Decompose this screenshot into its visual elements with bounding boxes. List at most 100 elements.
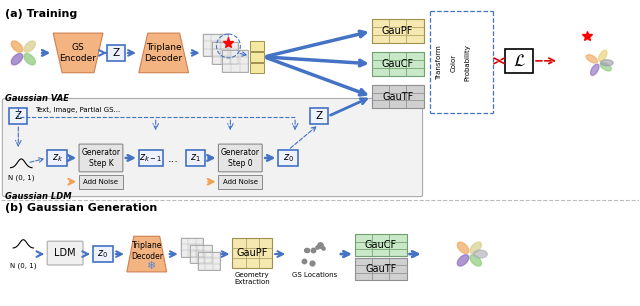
Text: Z: Z (113, 48, 120, 58)
Bar (355, 265, 372, 273)
Text: GauCF: GauCF (381, 59, 413, 69)
Bar (372, 273, 389, 280)
Bar (186, 150, 205, 166)
Text: Generator
Step K: Generator Step K (81, 148, 120, 168)
Text: Z: Z (15, 111, 22, 121)
Bar (372, 60, 389, 68)
Bar (389, 258, 406, 265)
Bar (389, 100, 406, 108)
Bar (259, 248, 272, 258)
Bar (505, 49, 533, 73)
Text: $z_1$: $z_1$ (190, 152, 201, 164)
Text: Z: Z (316, 111, 323, 121)
Bar (406, 100, 424, 108)
Text: (b) Gaussian Generation: (b) Gaussian Generation (5, 203, 157, 213)
Ellipse shape (24, 54, 35, 65)
FancyBboxPatch shape (79, 144, 123, 172)
Text: GauTF: GauTF (382, 91, 413, 102)
Bar (355, 258, 372, 265)
Ellipse shape (24, 41, 35, 52)
Bar (93, 246, 113, 262)
Bar (202, 34, 228, 56)
Bar (389, 265, 406, 273)
Bar (372, 258, 389, 265)
Bar (389, 52, 406, 60)
Text: ❄: ❄ (146, 261, 156, 271)
Bar (372, 68, 389, 76)
Polygon shape (127, 236, 166, 272)
Bar (355, 241, 372, 249)
Bar (218, 175, 262, 189)
Bar (259, 238, 272, 248)
FancyBboxPatch shape (47, 241, 83, 265)
Bar (250, 63, 264, 73)
Bar (355, 273, 372, 280)
FancyBboxPatch shape (218, 144, 262, 172)
Bar (259, 258, 272, 268)
Text: Gaussian LDM: Gaussian LDM (5, 192, 72, 201)
Text: Text, Image, Partial GS...: Text, Image, Partial GS... (35, 107, 120, 114)
Bar (406, 85, 424, 92)
Bar (47, 150, 67, 166)
Bar (372, 100, 389, 108)
Text: GS Locations: GS Locations (292, 272, 338, 278)
Text: GauTF: GauTF (365, 264, 396, 274)
Bar (246, 248, 259, 258)
Bar (372, 85, 424, 108)
Text: Geometry
Extraction: Geometry Extraction (234, 272, 270, 285)
Ellipse shape (12, 41, 22, 52)
Polygon shape (139, 33, 189, 73)
Text: GS
Encoder: GS Encoder (60, 43, 97, 63)
Ellipse shape (474, 250, 487, 258)
Text: N (0, 1): N (0, 1) (8, 175, 35, 181)
Bar (389, 249, 406, 256)
Bar (372, 52, 424, 76)
Polygon shape (53, 33, 103, 73)
Text: $z_0$: $z_0$ (283, 152, 294, 164)
Bar (223, 50, 248, 72)
Text: Triplane
Decoder: Triplane Decoder (145, 43, 183, 63)
Bar (406, 27, 424, 35)
Bar (389, 27, 406, 35)
Bar (406, 19, 424, 27)
Bar (406, 68, 424, 76)
Ellipse shape (600, 60, 613, 66)
Text: GauPF: GauPF (382, 26, 413, 36)
Bar (181, 238, 203, 257)
Bar (372, 249, 389, 256)
Bar (389, 35, 406, 43)
Bar (372, 19, 424, 43)
Text: GauPF: GauPF (237, 248, 268, 258)
Bar (372, 85, 389, 92)
Text: Add Noise: Add Noise (223, 179, 258, 185)
Bar (246, 258, 259, 268)
Bar (372, 92, 389, 100)
Ellipse shape (458, 242, 468, 253)
Bar (246, 238, 259, 248)
Bar (107, 45, 125, 61)
Bar (355, 234, 372, 241)
Bar (406, 35, 424, 43)
FancyBboxPatch shape (3, 99, 422, 196)
Text: (a) Training: (a) Training (5, 9, 77, 19)
Ellipse shape (12, 54, 22, 65)
Text: ...: ... (168, 154, 179, 164)
Bar (406, 92, 424, 100)
Bar (355, 234, 406, 256)
Bar (389, 68, 406, 76)
Bar (232, 248, 246, 258)
Bar (355, 258, 406, 280)
Bar (406, 60, 424, 68)
Bar (232, 238, 246, 248)
Bar (389, 234, 406, 241)
Bar (139, 150, 163, 166)
Bar (250, 52, 264, 62)
Text: Triplane
Decoder: Triplane Decoder (131, 241, 163, 261)
Bar (372, 27, 389, 35)
Bar (389, 273, 406, 280)
Bar (389, 60, 406, 68)
Ellipse shape (600, 63, 611, 71)
Bar (189, 245, 212, 263)
Text: Color: Color (451, 54, 456, 72)
Bar (79, 175, 123, 189)
